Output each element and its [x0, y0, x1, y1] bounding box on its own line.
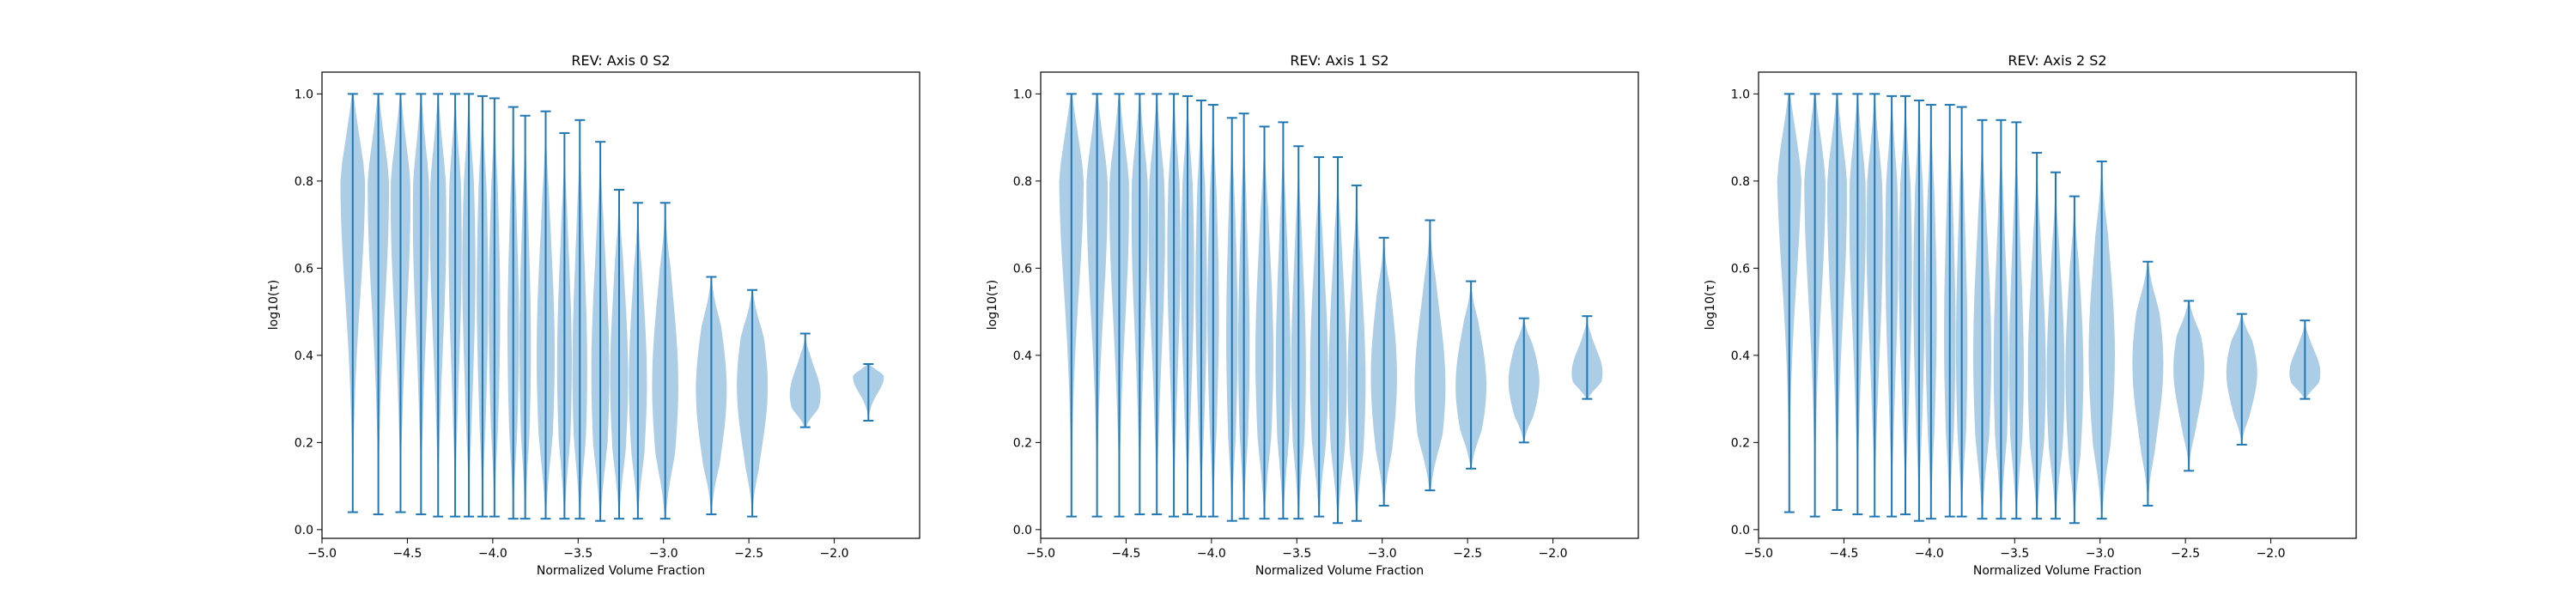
y-tick-label: 0.4 — [295, 349, 313, 363]
x-axis-label: Normalized Volume Fraction — [1973, 564, 2142, 578]
y-tick-label: 0.0 — [295, 524, 313, 537]
x-tick-label: −4.5 — [1111, 547, 1140, 561]
y-tick-label: 1.0 — [1013, 88, 1032, 101]
plot-area — [340, 93, 884, 522]
x-tick-label: −3.5 — [1282, 547, 1311, 561]
y-tick-label: 0.0 — [1013, 524, 1032, 537]
x-axis-label: Normalized Volume Fraction — [537, 564, 705, 578]
x-tick-label: −5.0 — [1026, 547, 1055, 561]
x-tick-label: −3.5 — [2000, 547, 2029, 561]
x-tick-label: −2.5 — [734, 547, 763, 561]
chart-title: REV: Axis 0 S2 — [571, 52, 670, 69]
y-tick-label: 0.0 — [1731, 524, 1750, 537]
y-tick-label: 0.6 — [1731, 262, 1750, 276]
chart-title: REV: Axis 1 S2 — [1290, 52, 1388, 69]
x-axis-label: Normalized Volume Fraction — [1255, 564, 1424, 578]
x-tick-label: −2.0 — [2257, 547, 2286, 561]
x-tick-label: −5.0 — [1744, 547, 1773, 561]
y-tick-label: 0.4 — [1013, 349, 1032, 363]
x-tick-label: −3.0 — [1368, 547, 1397, 561]
plot-area — [1059, 93, 1603, 525]
x-tick-label: −3.0 — [649, 547, 678, 561]
plot-area — [1777, 93, 2321, 525]
x-axis-ticks: −5.0 −4.5 −4.0 −3.5 −3.0 −2.5 −2.0 — [307, 538, 849, 561]
x-tick-label: −4.0 — [1915, 547, 1944, 561]
x-tick-label: −2.0 — [820, 547, 849, 561]
y-tick-label: 0.8 — [1013, 175, 1032, 189]
x-axis-ticks: −5.0 −4.5 −4.0 −3.5 −3.0 −2.5 −2.0 — [1026, 538, 1568, 561]
x-tick-label: −3.5 — [563, 547, 592, 561]
y-axis-label: log10(τ) — [267, 280, 281, 331]
axes-frame — [1758, 71, 2357, 539]
y-axis-ticks: 0.0 0.2 0.4 0.6 0.8 1.0 — [295, 88, 322, 537]
y-tick-label: 0.8 — [1731, 175, 1750, 189]
x-tick-label: −4.0 — [478, 547, 507, 561]
x-tick-label: −4.5 — [1829, 547, 1858, 561]
y-tick-label: 0.2 — [1013, 436, 1032, 450]
y-axis-ticks: 0.0 0.2 0.4 0.6 0.8 1.0 — [1731, 88, 1759, 537]
x-tick-label: −4.0 — [1197, 547, 1226, 561]
x-tick-label: −5.0 — [307, 547, 337, 561]
axes-frame — [1040, 71, 1639, 539]
y-tick-label: 0.2 — [295, 436, 313, 450]
subplot-axis-2: REV: Axis 2 S2 −5.0 −4.5 −4.0 −3.5 −3.0 −2.5−… — [1704, 52, 2357, 578]
y-tick-label: 0.8 — [295, 175, 313, 189]
subplot-axis-0: REV: Axis 0 S2 −5.0 −4.5 −4.0 −3.5 −3.0 −2.5−… — [267, 52, 920, 578]
chart-title: REV: Axis 2 S2 — [2008, 52, 2106, 69]
x-tick-label: −3.0 — [2086, 547, 2115, 561]
x-axis-ticks: −5.0 −4.5 −4.0 −3.5 −3.0 −2.5 −2.0 — [1744, 538, 2286, 561]
x-tick-label: −2.5 — [1453, 547, 1482, 561]
x-tick-label: −4.5 — [392, 547, 422, 561]
y-axis-label: log10(τ) — [986, 280, 999, 331]
y-tick-label: 0.2 — [1731, 436, 1750, 450]
y-axis-label: log10(τ) — [1704, 280, 1717, 331]
y-tick-label: 0.6 — [295, 262, 313, 276]
y-tick-label: 1.0 — [295, 88, 313, 101]
axes-frame — [321, 71, 920, 539]
y-tick-label: 0.6 — [1013, 262, 1032, 276]
subplot-axis-1: REV: Axis 1 S2 −5.0 −4.5 −4.0 −3.5 −3.0 −2.5−… — [986, 52, 1639, 578]
x-tick-label: −2.0 — [1539, 547, 1568, 561]
y-tick-label: 0.4 — [1731, 349, 1750, 363]
x-tick-label: −2.5 — [2171, 547, 2200, 561]
y-axis-ticks: 0.0 0.2 0.4 0.6 0.8 1.0 — [1013, 88, 1041, 537]
y-tick-label: 1.0 — [1731, 88, 1750, 101]
